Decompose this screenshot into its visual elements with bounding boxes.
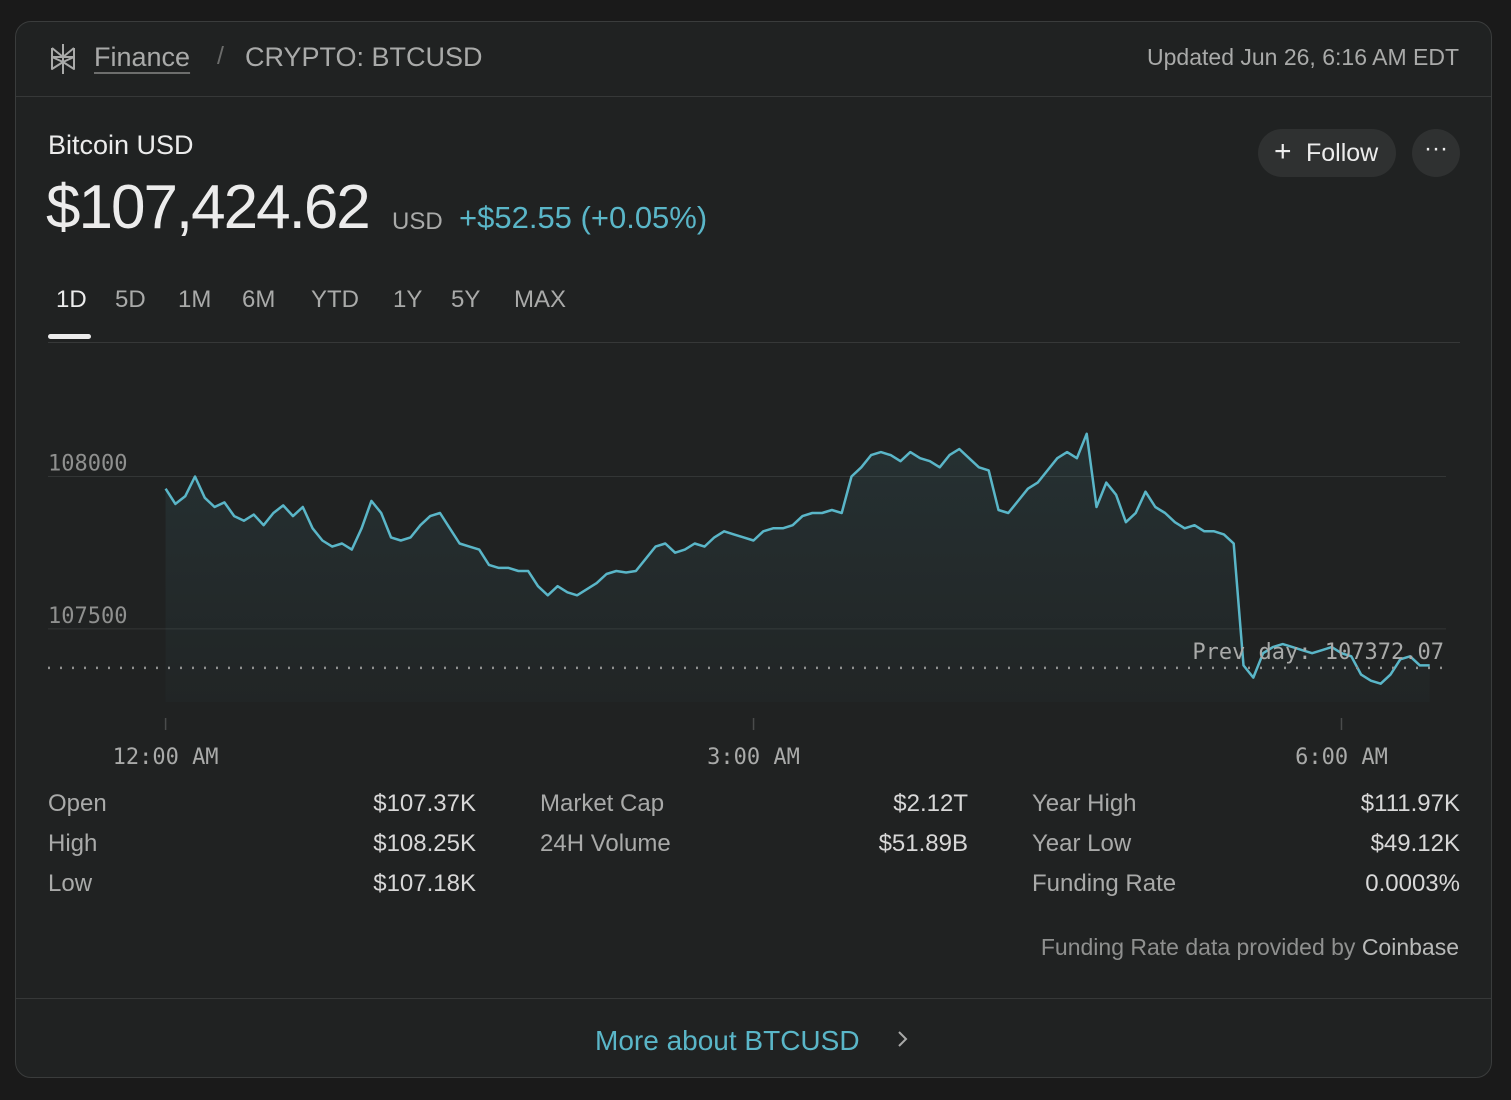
updated-timestamp: Updated Jun 26, 6:16 AM EDT: [1147, 44, 1459, 70]
breadcrumb-finance-link[interactable]: Finance: [94, 42, 191, 72]
key-stats: Open $107.37K High $108.25K Low $107.18K Marke…: [48, 786, 1460, 916]
price-chart: 107500 108000 Prev day: 107372.07 12:00 AM 3…: [48, 432, 1446, 770]
tab-5y[interactable]: 5Y: [451, 286, 481, 313]
stat-label: 24H Volume: [540, 830, 671, 857]
price-currency: USD: [392, 208, 443, 235]
price-area: [165, 433, 1430, 702]
stat-label: Funding Rate: [1032, 870, 1177, 897]
ellipsis-icon: ···: [1424, 135, 1448, 162]
stat-value: $107.18K: [373, 870, 476, 897]
stat-row: 24H Volume $51.89B: [540, 826, 968, 866]
stat-label: Market Cap: [540, 790, 665, 817]
follow-button[interactable]: + Follow: [1258, 129, 1396, 177]
stat-label: High: [48, 830, 98, 857]
asset-name: Bitcoin USD: [48, 130, 194, 160]
stat-value: 0.0003%: [1365, 870, 1460, 897]
stat-label: Open: [48, 790, 107, 817]
tab-6m[interactable]: 6M: [242, 286, 276, 313]
breadcrumb-separator: /: [217, 42, 224, 70]
attribution: Funding Rate data provided by Coinbase: [1041, 934, 1459, 961]
tab-ytd[interactable]: YTD: [311, 286, 359, 313]
stat-row: Year High $111.97K: [1032, 786, 1460, 826]
plus-icon: +: [1274, 135, 1292, 168]
y-tick-label: 108000: [48, 451, 127, 476]
x-tick-label: 3:00 AM: [707, 745, 800, 770]
price-change: +$52.55 (+0.05%): [459, 200, 708, 235]
attribution-text: Funding Rate data provided by: [1040, 934, 1356, 960]
tab-max[interactable]: MAX: [514, 286, 567, 313]
prev-close-label: Prev day: 107372.07: [1192, 640, 1444, 665]
follow-label: Follow: [1306, 139, 1379, 167]
stat-value: $107.37K: [373, 790, 476, 817]
x-tick-label: 6:00 AM: [1295, 745, 1388, 770]
current-price: $107,424.62: [46, 173, 371, 242]
stats-column: Year High $111.97K Year Low $49.12K Funding …: [1032, 786, 1460, 906]
more-about-link[interactable]: More about BTCUSD: [595, 1025, 860, 1056]
stats-column: Open $107.37K High $108.25K Low $107.18K: [48, 786, 476, 906]
top-bar: Finance / CRYPTO: BTCUSD Updated Jun 26,…: [16, 22, 1491, 97]
stat-row: Funding Rate 0.0003%: [1032, 866, 1460, 906]
breadcrumb-symbol: CRYPTO: BTCUSD: [245, 42, 483, 72]
stat-row: Open $107.37K: [48, 786, 476, 826]
price-line: [164, 432, 1430, 685]
active-tab-indicator: [48, 334, 91, 339]
tab-5d[interactable]: 5D: [115, 286, 146, 313]
stat-label: Year Low: [1032, 830, 1132, 857]
stats-column: Market Cap $2.12T 24H Volume $51.89B: [540, 786, 968, 866]
stat-row: Market Cap $2.12T: [540, 786, 968, 826]
stat-row: Low $107.18K: [48, 866, 476, 906]
stat-label: Year High: [1032, 790, 1137, 817]
chevron-right-icon: [898, 1031, 908, 1047]
attribution-brand: Coinbase: [1361, 934, 1459, 960]
stat-label: Low: [48, 870, 93, 897]
more-options-button[interactable]: ···: [1412, 129, 1460, 177]
stat-value: $108.25K: [373, 830, 476, 857]
tab-1d[interactable]: 1D: [56, 286, 87, 313]
stat-row: Year Low $49.12K: [1032, 826, 1460, 866]
tab-1y[interactable]: 1Y: [393, 286, 423, 313]
timeframe-tabs: 1D 5D 1M 6M YTD 1Y 5Y MAX: [48, 286, 1460, 343]
stat-row: High $108.25K: [48, 826, 476, 866]
tab-1m[interactable]: 1M: [178, 286, 212, 313]
y-tick-label: 107500: [48, 604, 127, 629]
stat-value: $49.12K: [1370, 830, 1460, 857]
stat-value: $51.89B: [878, 830, 968, 857]
footer: More about BTCUSD: [16, 998, 1491, 1077]
stat-value: $111.97K: [1360, 790, 1460, 817]
x-tick-label: 12:00 AM: [113, 745, 219, 770]
finance-card: Finance / CRYPTO: BTCUSD Updated Jun 26,…: [15, 21, 1492, 1078]
perplexity-logo-icon: [51, 44, 75, 74]
stat-value: $2.12T: [893, 790, 968, 817]
